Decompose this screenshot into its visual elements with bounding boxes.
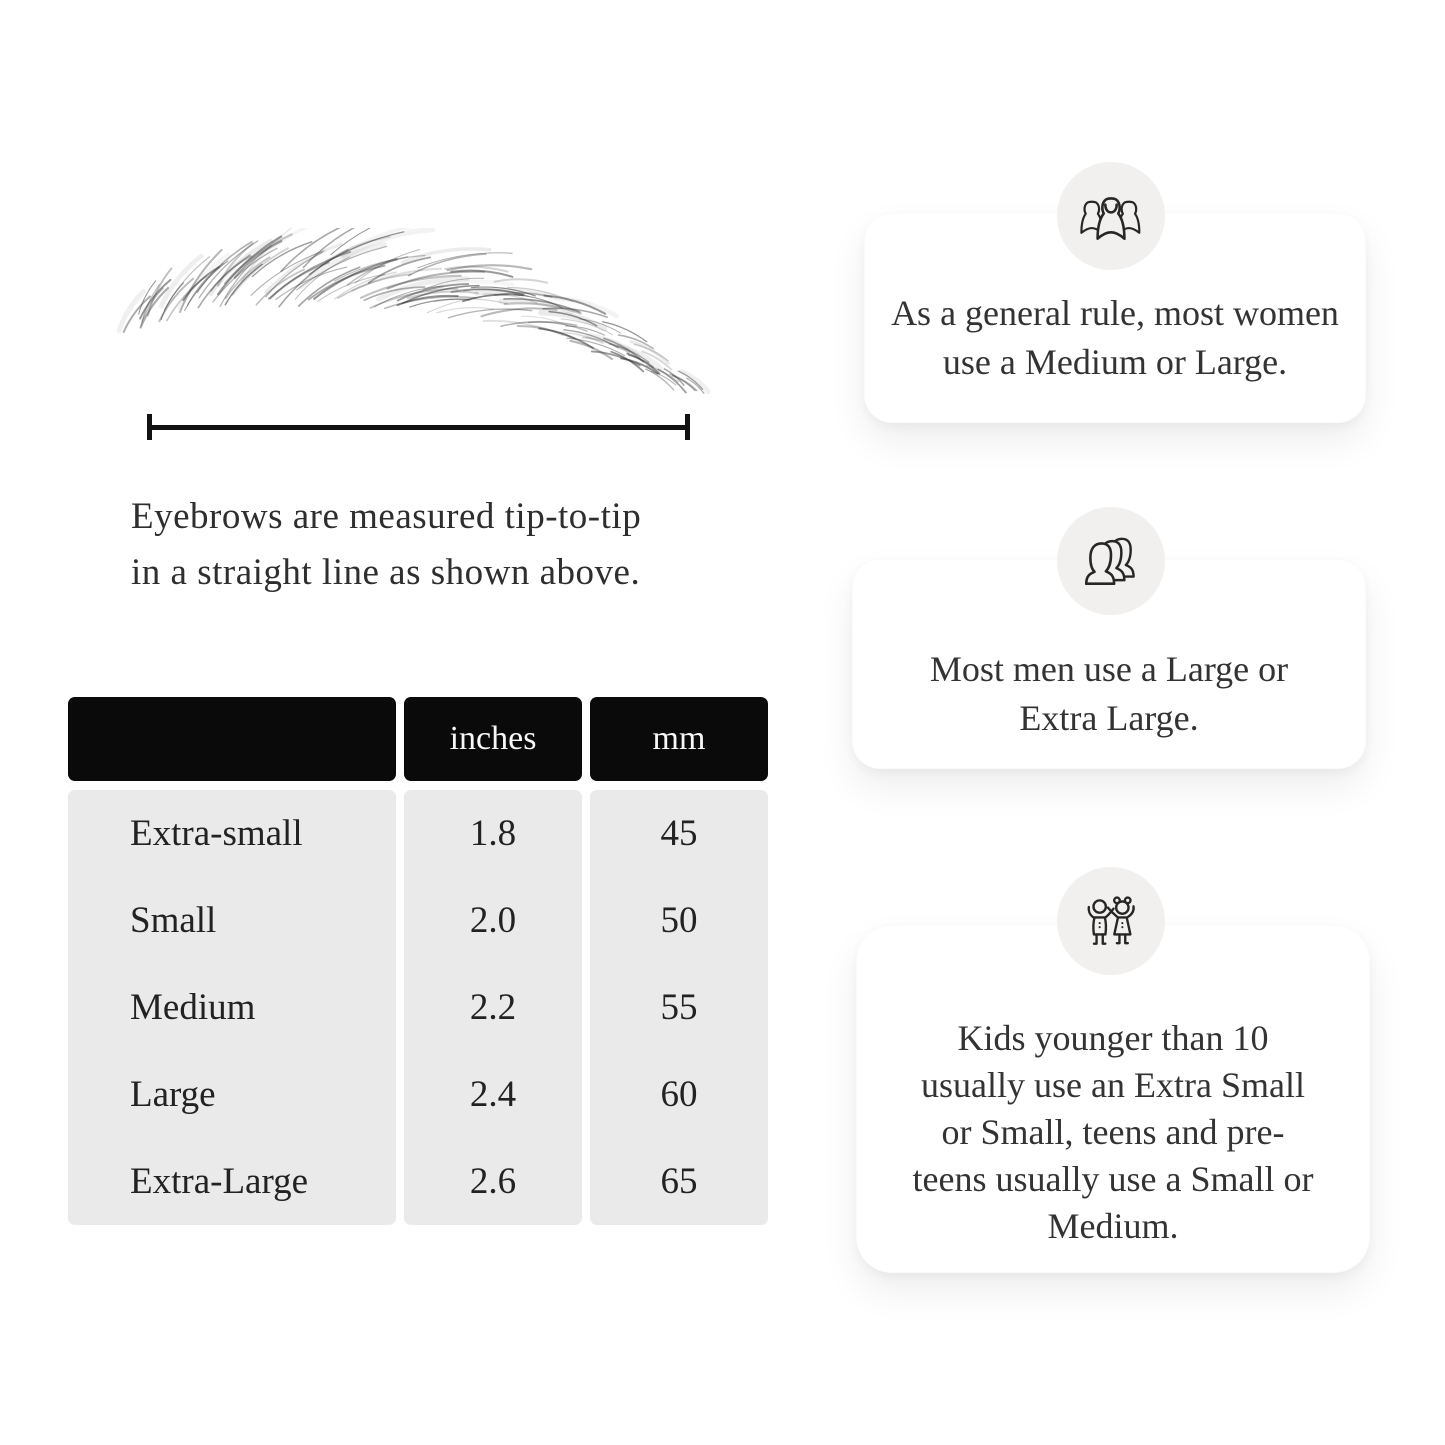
- table-cell: 2.2: [469, 987, 517, 1028]
- caption-line-2: in a straight line as shown above.: [131, 552, 641, 593]
- measurement-rule: [152, 424, 685, 430]
- info-card-women: As a general rule, most women use a Medi…: [864, 162, 1366, 423]
- measurement-end-cap-right: [685, 414, 690, 440]
- header-cell-blank: [68, 697, 396, 781]
- table-cell: 55: [660, 987, 698, 1028]
- size-table-body: Extra-small Small Medium Large Extra-Lar…: [68, 790, 768, 1225]
- table-cell: 50: [660, 900, 698, 941]
- table-cell: 60: [660, 1074, 698, 1115]
- table-cell: 65: [660, 1161, 698, 1202]
- table-cell: Medium: [130, 987, 256, 1028]
- kids-icon: [1057, 867, 1165, 975]
- size-table: inches mm Extra-small Small Medium Large…: [68, 697, 768, 1225]
- table-cell: Large: [130, 1074, 216, 1115]
- table-cell: Extra-Large: [130, 1161, 309, 1202]
- header-cell-inches: inches: [404, 697, 582, 781]
- measurement-line: [147, 414, 690, 440]
- caption-line-1: Eyebrows are measured tip-to-tip: [131, 496, 642, 537]
- women-group-icon: [1057, 162, 1165, 270]
- size-table-label-column: Extra-small Small Medium Large Extra-Lar…: [68, 790, 396, 1225]
- table-cell: 2.0: [469, 900, 517, 941]
- measurement-caption: Eyebrows are measured tip-to-tip in a st…: [131, 489, 641, 601]
- header-cell-mm: mm: [590, 697, 768, 781]
- table-cell: 2.6: [469, 1161, 517, 1202]
- size-table-inches-column: 1.8 2.0 2.2 2.4 2.6: [404, 790, 582, 1225]
- table-cell: 1.8: [469, 813, 517, 854]
- info-card-text: Most men use a Large or Extra Large.: [929, 649, 1289, 738]
- size-table-mm-column: 45 50 55 60 65: [590, 790, 768, 1225]
- info-card-kids: Kids younger than 10 usually use an Extr…: [856, 867, 1370, 1273]
- table-cell: 45: [660, 813, 698, 854]
- info-card-text: Kids younger than 10 usually use an Extr…: [912, 1018, 1314, 1246]
- table-cell: Extra-small: [130, 813, 303, 854]
- measurement-end-cap-left: [147, 414, 152, 440]
- men-group-icon: [1057, 507, 1165, 615]
- table-cell: 2.4: [469, 1074, 517, 1115]
- eyebrow-sketch: [116, 228, 711, 395]
- info-card-men: Most men use a Large or Extra Large.: [852, 507, 1366, 769]
- table-cell: Small: [130, 900, 217, 941]
- size-table-header: inches mm: [68, 697, 768, 781]
- info-card-text: As a general rule, most women use a Medi…: [891, 293, 1339, 382]
